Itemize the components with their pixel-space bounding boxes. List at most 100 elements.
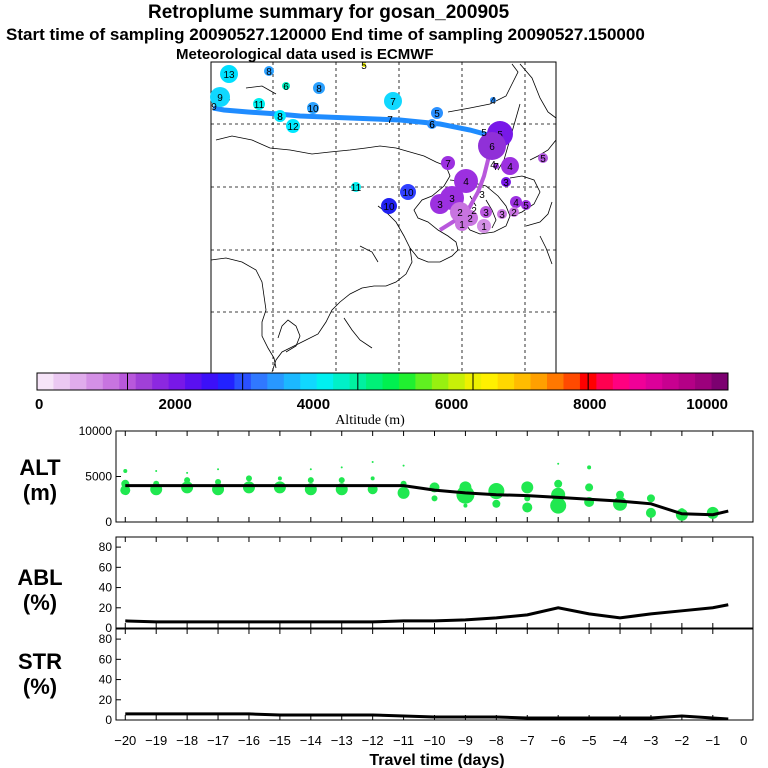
map-point xyxy=(351,182,361,192)
alt-scatter-point xyxy=(554,479,563,488)
map-point-label: 13 xyxy=(223,70,235,81)
alt-scatter-point xyxy=(492,499,501,508)
map-point-label: 10 xyxy=(402,188,414,199)
map-point-label: 2 xyxy=(511,208,517,219)
track-label: 7 xyxy=(387,115,393,126)
map-point xyxy=(493,163,499,169)
alt-scatter-point xyxy=(123,469,128,474)
alt-scatter-point xyxy=(309,468,312,471)
alt-scatter-point xyxy=(397,486,410,499)
track-label: 6 xyxy=(429,120,435,131)
x-tick-label: −13 xyxy=(331,733,353,748)
map-point xyxy=(538,153,548,163)
map: 1386857911810127546565744311101033223114… xyxy=(210,61,557,374)
map-point xyxy=(430,194,450,214)
map-point-label: 3 xyxy=(503,178,509,189)
alt-scatter-point xyxy=(245,475,252,482)
track-label: 2 xyxy=(471,206,477,217)
map-point xyxy=(497,209,507,219)
y-tick-label: 0 xyxy=(105,713,112,727)
alt-scatter-point xyxy=(184,477,191,484)
x-tick-label: −16 xyxy=(238,733,260,748)
alt-scatter-point xyxy=(431,495,438,502)
colorbar-cell xyxy=(662,373,680,390)
map-point-label: 5 xyxy=(523,201,529,212)
abl-frame xyxy=(115,536,754,629)
map-point xyxy=(509,207,519,217)
colorbar-axis-label: Altitude (m) xyxy=(335,413,405,428)
map-point-label: 7 xyxy=(493,162,499,173)
y-tick-label: 80 xyxy=(99,632,113,646)
map-point-label: 4 xyxy=(513,198,519,209)
plume-track-main xyxy=(212,105,493,139)
colorbar-cell xyxy=(267,373,285,390)
alt-scatter-point xyxy=(277,476,282,481)
alt-scatter-point xyxy=(645,507,656,518)
map-point-label: 4 xyxy=(463,177,469,188)
alt-scatter-point xyxy=(646,494,655,503)
map-point-label: 4 xyxy=(507,162,513,173)
map-point xyxy=(501,157,519,175)
panel-abl: ABL (%) 0 20 40 60 80 xyxy=(17,536,754,635)
map-point xyxy=(210,87,230,107)
x-tick-label: −15 xyxy=(269,733,291,748)
y-tick-label: 60 xyxy=(99,652,113,666)
alt-scatter-point xyxy=(557,462,560,465)
x-tick-label: 0 xyxy=(740,733,747,748)
colorbar-cell xyxy=(53,373,71,390)
abl-label: ABL xyxy=(17,565,62,590)
colorbar-tick-label: 10000 xyxy=(686,396,728,413)
map-point xyxy=(441,156,455,170)
colorbar-cell xyxy=(481,373,499,390)
map-point xyxy=(427,119,437,129)
chart-title: Retroplume summary for gosan_200905 xyxy=(148,2,510,23)
track-label: 8 xyxy=(277,112,283,123)
x-tick-label: −2 xyxy=(674,733,689,748)
map-grid xyxy=(211,62,556,373)
alt-scatter-point xyxy=(155,470,158,473)
alt-scatter-point xyxy=(370,476,375,481)
colorbar-cell xyxy=(415,373,433,390)
track-label: 5 xyxy=(481,128,487,139)
map-point-label: 2 xyxy=(467,214,473,225)
colorbar-cell xyxy=(333,373,351,390)
map-point-label: 5 xyxy=(361,61,367,72)
alt-scatter-point xyxy=(616,490,625,499)
y-tick-label: 0 xyxy=(105,515,112,529)
map-point-label: 11 xyxy=(254,100,265,111)
map-point xyxy=(253,98,265,110)
colorbar-cell xyxy=(69,373,87,390)
colorbar-cell xyxy=(217,373,235,390)
map-point-label: 1 xyxy=(459,220,465,231)
map-point-label: 10 xyxy=(383,202,395,213)
y-tick-label: 0 xyxy=(105,621,112,635)
map-point-label: 12 xyxy=(287,122,299,133)
str-unit: (%) xyxy=(23,674,57,699)
map-point-label: 10 xyxy=(307,104,319,115)
map-point xyxy=(400,184,416,200)
colorbar-cell xyxy=(711,373,729,390)
map-point-label: 11 xyxy=(351,183,362,194)
map-points: 1386857911810127546565744311101033223114… xyxy=(210,61,548,233)
str-label: STR xyxy=(18,649,62,674)
map-point-label: 6 xyxy=(429,120,435,131)
map-point xyxy=(478,132,506,160)
map-point xyxy=(307,102,319,114)
map-point xyxy=(490,97,496,103)
colorbar-cell xyxy=(563,373,581,390)
map-point xyxy=(501,177,511,187)
map-point xyxy=(384,92,402,110)
y-tick-label: 20 xyxy=(99,601,113,615)
map-point-label: 5 xyxy=(540,154,546,165)
alt-scatter-point xyxy=(550,497,567,514)
map-point xyxy=(510,196,522,208)
map-point-label: 7 xyxy=(445,159,451,170)
x-tick-label: −1 xyxy=(705,733,720,748)
alt-scatter-point xyxy=(371,460,374,463)
colorbar-cell xyxy=(37,373,54,390)
colorbar-cell xyxy=(316,373,334,390)
colorbar-frame xyxy=(36,372,729,391)
y-tick-label: 40 xyxy=(99,581,113,595)
map-point xyxy=(381,198,397,214)
